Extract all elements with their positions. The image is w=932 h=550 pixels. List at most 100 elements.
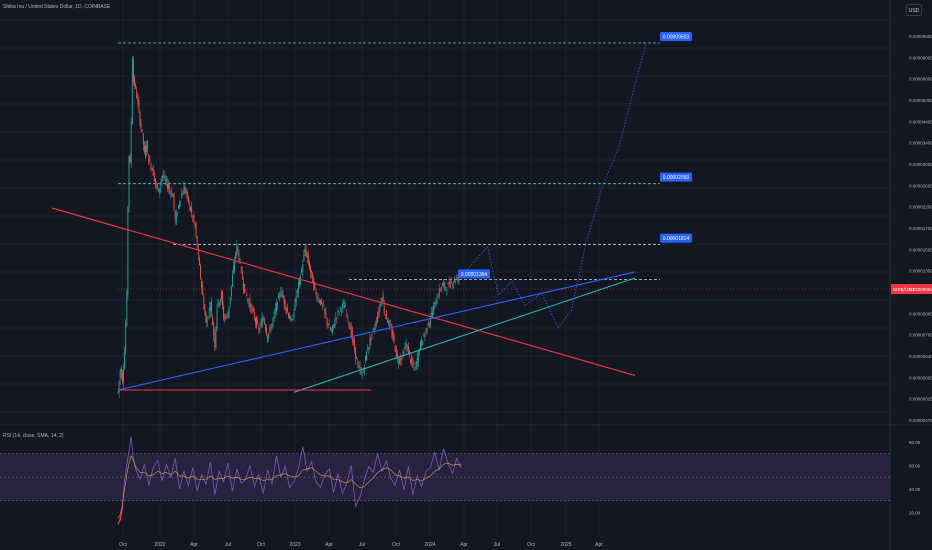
target-label-bg xyxy=(660,172,692,182)
candle xyxy=(281,291,283,293)
target-label-bg xyxy=(660,233,692,243)
candle xyxy=(350,325,352,338)
candle xyxy=(282,294,284,298)
candle xyxy=(117,391,119,393)
candle xyxy=(449,281,451,288)
candle xyxy=(314,282,316,289)
forecast-line xyxy=(458,42,647,329)
trendlines[interactable] xyxy=(51,207,636,393)
candle xyxy=(147,141,149,150)
candle xyxy=(299,277,300,285)
candle xyxy=(423,335,425,336)
price-tick-label: 0.00009500 xyxy=(909,34,932,39)
candle xyxy=(444,283,446,288)
trendline-0 xyxy=(51,207,636,376)
candle xyxy=(362,369,364,373)
candle xyxy=(279,295,281,297)
candle xyxy=(213,322,215,336)
candle xyxy=(453,282,454,284)
candle xyxy=(211,300,212,312)
candle xyxy=(231,274,233,287)
price-tick-label: 0.00002200 xyxy=(909,205,932,210)
candle xyxy=(183,185,185,194)
candle xyxy=(248,302,250,304)
candle xyxy=(312,273,314,284)
candle xyxy=(325,312,327,317)
candle xyxy=(339,307,341,308)
current-price-symbol: SHIB/USD xyxy=(893,287,915,292)
candle xyxy=(178,205,179,209)
price-axis[interactable]: 0.00009500 0.00008000 0.00006600 0.00005300… xyxy=(118,34,932,423)
price-tick-label: 0.00003000 xyxy=(909,162,932,167)
candle xyxy=(371,333,373,335)
candle xyxy=(205,313,207,323)
candle xyxy=(226,313,228,315)
candle xyxy=(269,326,271,332)
current-price-tag xyxy=(891,284,932,295)
candle xyxy=(440,286,442,289)
candle xyxy=(295,295,297,303)
time-axis[interactable]: Oct 2022 Apr Jul Oct 2023 Apr Jul Oct 2024 Apr Jul O… xyxy=(119,542,603,548)
price-tick-label: 0.00000475 xyxy=(909,418,932,423)
candle xyxy=(315,291,317,295)
candle xyxy=(277,302,278,306)
candle xyxy=(447,283,449,284)
candle xyxy=(169,187,171,191)
candle xyxy=(272,317,274,323)
candle xyxy=(322,303,324,305)
candle xyxy=(420,341,421,349)
price-tick-label: 0.00005300 xyxy=(909,98,932,103)
candle xyxy=(264,324,266,330)
currency-button[interactable]: USD xyxy=(906,4,922,16)
rsi-tick-label: 20.00 xyxy=(909,510,921,515)
candle xyxy=(129,156,131,162)
candle xyxy=(228,306,230,316)
candle xyxy=(395,346,397,358)
candle xyxy=(351,330,353,341)
candle xyxy=(266,328,267,335)
price-tick-label: 0.00000880 xyxy=(909,311,932,316)
candle xyxy=(304,248,306,254)
candle xyxy=(185,189,187,195)
candle xyxy=(237,246,239,252)
rsi-tick-label: 60.00 xyxy=(909,463,921,468)
candle xyxy=(380,303,382,306)
candle xyxy=(412,361,414,365)
candle xyxy=(271,323,273,329)
candle xyxy=(207,316,209,318)
candle xyxy=(327,324,329,326)
candle xyxy=(355,347,357,359)
candle xyxy=(194,222,196,227)
candle xyxy=(229,296,231,304)
candle xyxy=(297,282,299,292)
candle xyxy=(396,352,398,360)
candle xyxy=(291,319,293,321)
candle xyxy=(425,328,427,332)
candle xyxy=(410,359,412,363)
target-levels xyxy=(118,42,660,280)
candle xyxy=(398,362,399,364)
candle xyxy=(202,284,204,296)
candle xyxy=(450,282,452,284)
rsi-tick-label: 40.00 xyxy=(909,487,921,492)
candle xyxy=(152,166,154,176)
candle xyxy=(303,254,305,261)
time-tick-label: Oct xyxy=(392,542,400,548)
candle xyxy=(344,305,346,309)
candle xyxy=(118,380,120,393)
candle xyxy=(286,308,288,312)
candle xyxy=(150,163,152,170)
candle xyxy=(223,306,225,320)
rsi-title: RSI (14, close, SMA, 14, 2) xyxy=(3,433,64,439)
candle xyxy=(300,277,302,285)
candle xyxy=(296,288,298,293)
candle xyxy=(432,311,434,318)
candle xyxy=(198,257,200,266)
time-tick-label: Oct xyxy=(527,542,535,548)
candle xyxy=(332,325,333,332)
candle xyxy=(406,346,408,348)
candle xyxy=(401,358,403,361)
candle xyxy=(389,323,391,326)
candle xyxy=(123,369,124,382)
